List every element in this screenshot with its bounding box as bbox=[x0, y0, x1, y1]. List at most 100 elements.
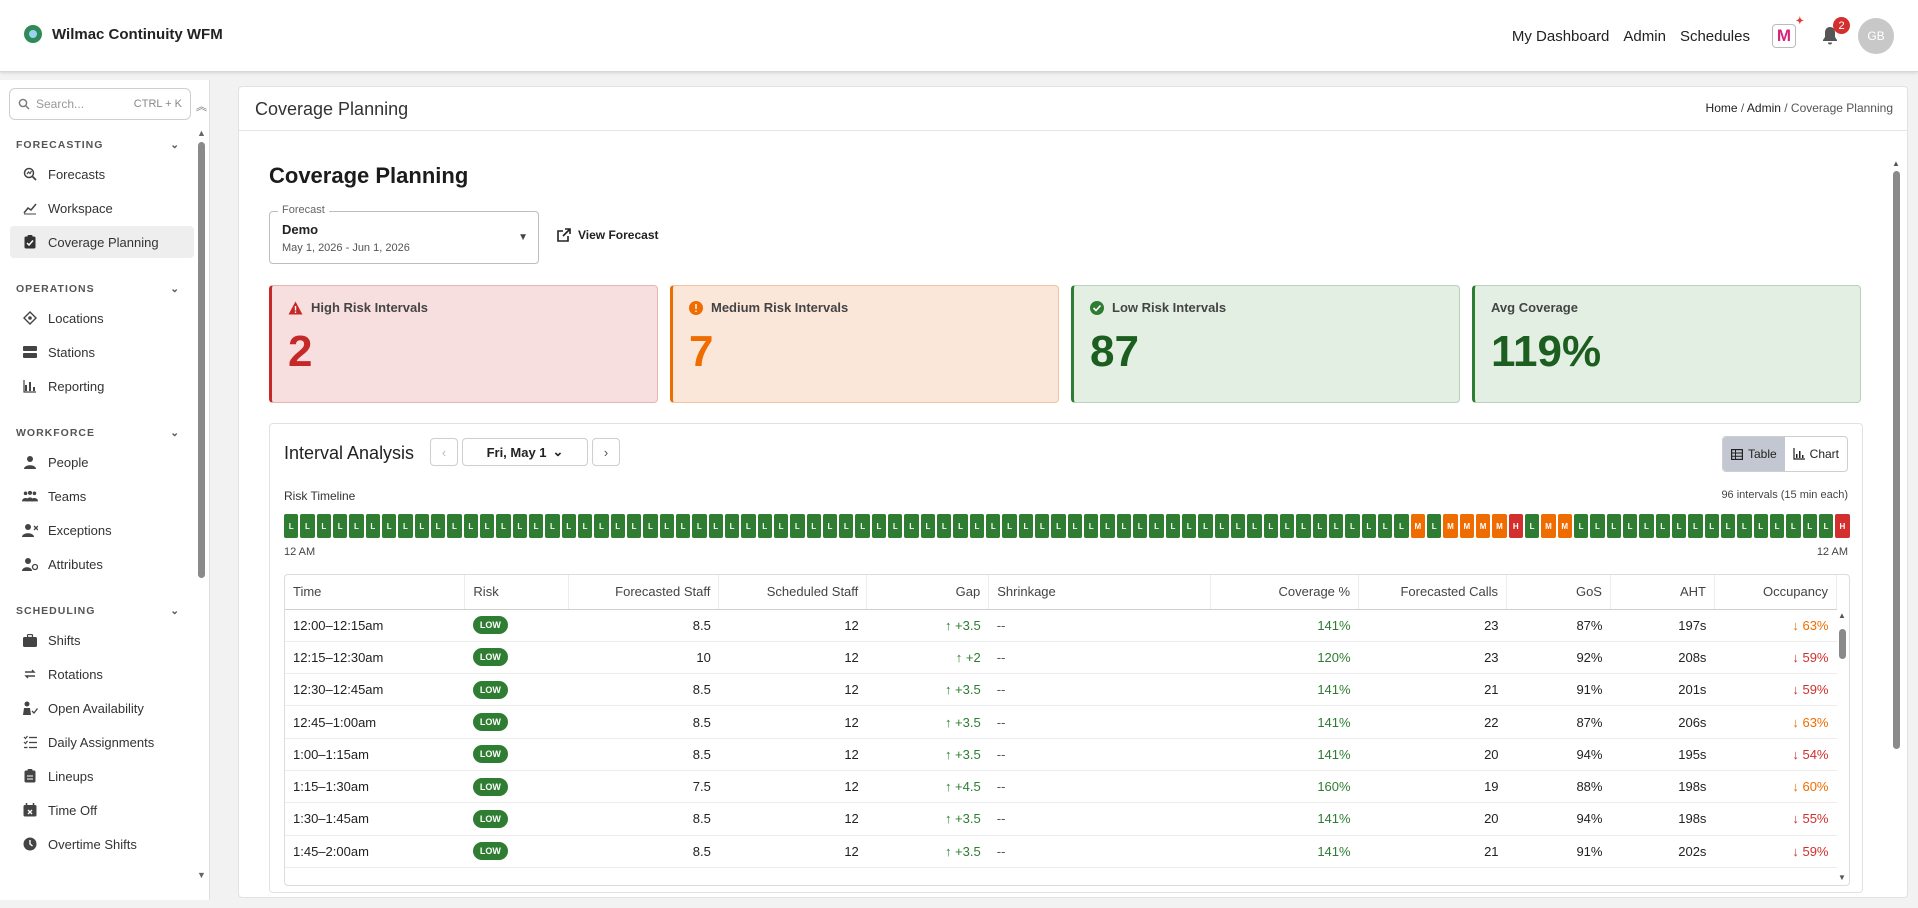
table-scroll-thumb[interactable] bbox=[1839, 629, 1846, 659]
nav-schedules[interactable]: Schedules bbox=[1679, 27, 1750, 45]
timeline-interval[interactable]: H bbox=[1508, 514, 1523, 538]
timeline-interval[interactable]: L bbox=[1361, 514, 1376, 538]
timeline-interval[interactable]: L bbox=[822, 514, 838, 538]
timeline-interval[interactable]: M bbox=[1459, 514, 1474, 538]
section-scheduling[interactable]: SCHEDULING ⌄ bbox=[0, 600, 196, 622]
sidebar-item-exceptions[interactable]: Exceptions bbox=[10, 514, 194, 546]
timeline-interval[interactable]: L bbox=[1671, 514, 1687, 538]
sidebar-item-reporting[interactable]: Reporting bbox=[10, 370, 194, 402]
table-view-button[interactable]: Table bbox=[1722, 437, 1785, 471]
timeline-interval[interactable]: L bbox=[708, 514, 723, 538]
timeline-interval[interactable]: L bbox=[1165, 514, 1181, 538]
timeline-interval[interactable]: L bbox=[496, 514, 511, 538]
timeline-interval[interactable]: L bbox=[1002, 514, 1017, 538]
timeline-interval[interactable]: L bbox=[839, 514, 854, 538]
timeline-interval[interactable]: L bbox=[675, 514, 691, 538]
timeline-interval[interactable]: L bbox=[332, 514, 348, 538]
table-row[interactable]: 1:30–1:45am LOW 8.5 12 ↑ +3.5 -- 141% 20 94% 198s… bbox=[285, 802, 1837, 836]
timeline-interval[interactable]: L bbox=[1590, 514, 1605, 538]
timeline-interval[interactable]: L bbox=[1231, 514, 1246, 538]
timeline-interval[interactable]: L bbox=[610, 514, 625, 538]
timeline-interval[interactable]: M bbox=[1410, 514, 1425, 538]
timeline-interval[interactable]: L bbox=[659, 514, 674, 538]
timeline-interval[interactable]: L bbox=[414, 514, 429, 538]
scroll-up-icon[interactable]: ▲ bbox=[197, 128, 206, 138]
timeline-interval[interactable]: M bbox=[1475, 514, 1491, 538]
sidebar-item-coverage-planning[interactable]: Coverage Planning bbox=[10, 226, 194, 258]
timeline-interval[interactable]: L bbox=[1149, 514, 1164, 538]
col-gos[interactable]: GoS bbox=[1506, 575, 1611, 610]
timeline-interval[interactable]: L bbox=[1182, 514, 1197, 538]
view-forecast-link[interactable]: View Forecast bbox=[556, 227, 658, 243]
timeline-interval[interactable]: L bbox=[1296, 514, 1311, 538]
breadcrumb-admin[interactable]: Admin bbox=[1746, 101, 1781, 115]
sidebar-item-teams[interactable]: Teams bbox=[10, 480, 194, 512]
timeline-interval[interactable]: L bbox=[1051, 514, 1066, 538]
sidebar-item-workspace[interactable]: Workspace bbox=[10, 192, 194, 224]
col-occupancy[interactable]: Occupancy bbox=[1714, 575, 1838, 610]
scroll-down-icon[interactable]: ▼ bbox=[197, 870, 206, 880]
timeline-interval[interactable]: L bbox=[365, 514, 380, 538]
timeline-interval[interactable]: L bbox=[1573, 514, 1589, 538]
table-scrollbar[interactable]: ▲ ▼ bbox=[1835, 609, 1849, 885]
timeline-interval[interactable]: L bbox=[300, 514, 315, 538]
sidebar-item-forecasts[interactable]: Forecasts bbox=[10, 158, 194, 190]
timeline-interval[interactable]: L bbox=[545, 514, 560, 538]
timeline-interval[interactable]: L bbox=[398, 514, 413, 538]
timeline-interval[interactable]: L bbox=[1377, 514, 1393, 538]
timeline-interval[interactable]: M bbox=[1443, 514, 1458, 538]
col-coverage[interactable]: Coverage % bbox=[1210, 575, 1360, 610]
timeline-interval[interactable]: L bbox=[479, 514, 495, 538]
timeline-interval[interactable]: L bbox=[855, 514, 870, 538]
table-row[interactable]: 12:30–12:45am LOW 8.5 12 ↑ +3.5 -- 141% 21 91% 20… bbox=[285, 673, 1837, 707]
timeline-interval[interactable]: L bbox=[1084, 514, 1099, 538]
sidebar-item-daily-assignments[interactable]: Daily Assignments bbox=[10, 726, 194, 758]
timeline-interval[interactable]: L bbox=[986, 514, 1001, 538]
forecast-select[interactable]: Forecast Demo May 1, 2026 - Jun 1, 2026 … bbox=[269, 204, 539, 264]
timeline-interval[interactable]: L bbox=[643, 514, 658, 538]
timeline-interval[interactable]: L bbox=[724, 514, 740, 538]
timeline-interval[interactable]: L bbox=[626, 514, 642, 538]
timeline-interval[interactable]: L bbox=[1524, 514, 1540, 538]
nav-my-dashboard[interactable]: My Dashboard bbox=[1511, 27, 1610, 45]
timeline-interval[interactable]: L bbox=[463, 514, 478, 538]
table-row[interactable]: 12:45–1:00am LOW 8.5 12 ↑ +3.5 -- 141% 22 87% 206… bbox=[285, 705, 1837, 739]
col-scheduled-staff[interactable]: Scheduled Staff bbox=[718, 575, 868, 610]
timeline-interval[interactable]: L bbox=[1426, 514, 1442, 538]
timeline-interval[interactable]: L bbox=[1655, 514, 1670, 538]
user-avatar[interactable]: GB bbox=[1858, 18, 1894, 54]
table-row[interactable]: 1:45–2:00am LOW 8.5 12 ↑ +3.5 -- 141% 21 91% 202s… bbox=[285, 835, 1837, 868]
timeline-interval[interactable]: L bbox=[953, 514, 968, 538]
sidebar-item-overtime-shifts[interactable]: Overtime Shifts bbox=[10, 828, 194, 860]
timeline-interval[interactable]: L bbox=[1769, 514, 1785, 538]
table-row[interactable]: 12:15–12:30am LOW 10 12 ↑ +2 -- 120% 23 92% 208s ↓… bbox=[285, 641, 1837, 675]
timeline-interval[interactable]: L bbox=[1067, 514, 1083, 538]
timeline-interval[interactable]: L bbox=[284, 514, 299, 538]
scroll-up-icon[interactable]: ▲ bbox=[1892, 159, 1900, 168]
timeline-interval[interactable]: L bbox=[1753, 514, 1768, 538]
timeline-interval[interactable]: L bbox=[1786, 514, 1801, 538]
prev-day-button[interactable]: ‹ bbox=[430, 438, 458, 466]
timeline-interval[interactable]: L bbox=[349, 514, 364, 538]
date-picker[interactable]: Fri, May 1 ⌄ bbox=[462, 438, 588, 466]
col-forecasted-staff[interactable]: Forecasted Staff bbox=[568, 575, 720, 610]
timeline-interval[interactable]: L bbox=[937, 514, 952, 538]
timeline-interval[interactable]: L bbox=[1688, 514, 1703, 538]
timeline-interval[interactable]: L bbox=[773, 514, 789, 538]
section-workforce[interactable]: WORKFORCE ⌄ bbox=[0, 422, 196, 444]
timeline-interval[interactable]: L bbox=[512, 514, 527, 538]
sidebar-item-rotations[interactable]: Rotations bbox=[10, 658, 194, 690]
sidebar-item-locations[interactable]: Locations bbox=[10, 302, 194, 334]
timeline-interval[interactable]: L bbox=[1018, 514, 1034, 538]
timeline-interval[interactable]: L bbox=[561, 514, 576, 538]
sidebar-scrollbar[interactable]: ▲ ▼ bbox=[197, 128, 206, 880]
timeline-interval[interactable]: M bbox=[1541, 514, 1556, 538]
col-aht[interactable]: AHT bbox=[1610, 575, 1715, 610]
content-scroll-thumb[interactable] bbox=[1893, 171, 1900, 749]
scroll-up-icon[interactable]: ▲ bbox=[1838, 611, 1846, 620]
timeline-interval[interactable]: L bbox=[1263, 514, 1279, 538]
sidebar-scroll-thumb[interactable] bbox=[198, 142, 205, 578]
m-app-icon[interactable]: M bbox=[1772, 16, 1804, 48]
content-scrollbar[interactable]: ▲ bbox=[1891, 159, 1901, 859]
scroll-down-icon[interactable]: ▼ bbox=[1838, 873, 1846, 882]
